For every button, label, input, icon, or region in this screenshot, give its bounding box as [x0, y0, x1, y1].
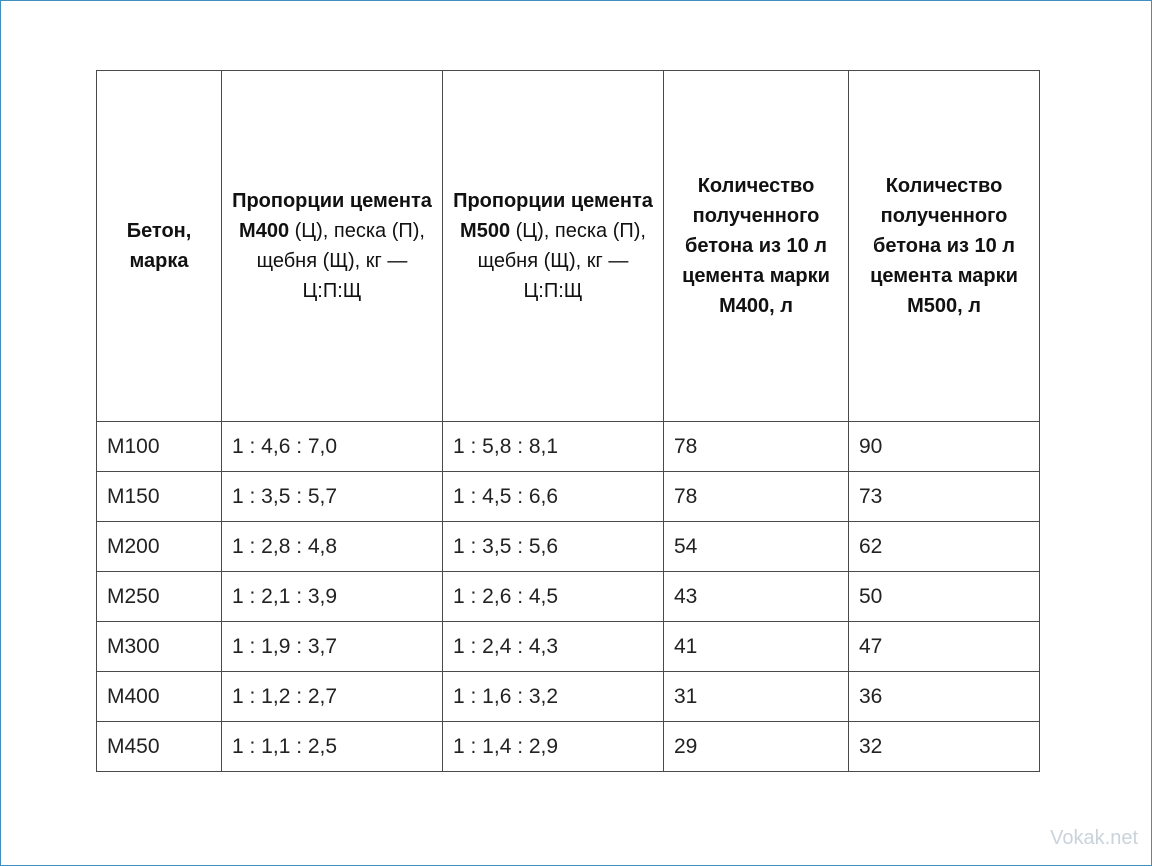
concrete-proportions-table: Бетон, марка Пропорции цемента М400 (Ц),… [96, 70, 1040, 772]
cell-proportions-m400: 1 : 1,2 : 2,7 [221, 671, 443, 722]
cell-yield-m400: 29 [663, 721, 849, 772]
table-row: М150 1 : 3,5 : 5,7 1 : 4,5 : 6,6 78 73 [96, 471, 1040, 522]
cell-proportions-m400: 1 : 3,5 : 5,7 [221, 471, 443, 522]
table-header-row: Бетон, марка Пропорции цемента М400 (Ц),… [96, 70, 1040, 422]
cell-grade: М250 [96, 571, 222, 622]
cell-yield-m500: 50 [848, 571, 1040, 622]
cell-yield-m500: 47 [848, 621, 1040, 672]
cell-proportions-m400: 1 : 1,9 : 3,7 [221, 621, 443, 672]
cell-grade: М300 [96, 621, 222, 672]
cell-yield-m400: 54 [663, 521, 849, 572]
table-row: М450 1 : 1,1 : 2,5 1 : 1,4 : 2,9 29 32 [96, 721, 1040, 772]
cell-grade: М200 [96, 521, 222, 572]
table-row: М250 1 : 2,1 : 3,9 1 : 2,6 : 4,5 43 50 [96, 571, 1040, 622]
cell-proportions-m500: 1 : 1,4 : 2,9 [442, 721, 664, 772]
watermark: Vokak.net [1050, 827, 1138, 849]
cell-yield-m400: 41 [663, 621, 849, 672]
header-proportions-m500: Пропорции цемента М500 (Ц), песка (П), щ… [442, 70, 664, 422]
cell-yield-m400: 31 [663, 671, 849, 722]
cell-grade: М400 [96, 671, 222, 722]
cell-proportions-m400: 1 : 2,8 : 4,8 [221, 521, 443, 572]
cell-yield-m500: 36 [848, 671, 1040, 722]
table-row: М300 1 : 1,9 : 3,7 1 : 2,4 : 4,3 41 47 [96, 621, 1040, 672]
header-yield-m500: Количество полученного бетона из 10 л це… [848, 70, 1040, 422]
cell-yield-m400: 78 [663, 471, 849, 522]
table-row: М400 1 : 1,2 : 2,7 1 : 1,6 : 3,2 31 36 [96, 671, 1040, 722]
cell-yield-m500: 90 [848, 421, 1040, 472]
cell-grade: М100 [96, 421, 222, 472]
cell-proportions-m400: 1 : 2,1 : 3,9 [221, 571, 443, 622]
cell-proportions-m500: 1 : 4,5 : 6,6 [442, 471, 664, 522]
cell-proportions-m500: 1 : 1,6 : 3,2 [442, 671, 664, 722]
cell-proportions-m400: 1 : 4,6 : 7,0 [221, 421, 443, 472]
table-row: М100 1 : 4,6 : 7,0 1 : 5,8 : 8,1 78 90 [96, 421, 1040, 472]
cell-proportions-m500: 1 : 2,6 : 4,5 [442, 571, 664, 622]
cell-proportions-m500: 1 : 3,5 : 5,6 [442, 521, 664, 572]
cell-yield-m400: 43 [663, 571, 849, 622]
cell-grade: М450 [96, 721, 222, 772]
cell-proportions-m500: 1 : 2,4 : 4,3 [442, 621, 664, 672]
cell-grade: М150 [96, 471, 222, 522]
header-proportions-m400: Пропорции цемента М400 (Ц), песка (П), щ… [221, 70, 443, 422]
cell-yield-m500: 32 [848, 721, 1040, 772]
table-row: М200 1 : 2,8 : 4,8 1 : 3,5 : 5,6 54 62 [96, 521, 1040, 572]
header-concrete-grade: Бетон, марка [96, 70, 222, 422]
cell-yield-m400: 78 [663, 421, 849, 472]
cell-yield-m500: 62 [848, 521, 1040, 572]
header-yield-m400: Количество полученного бетона из 10 л це… [663, 70, 849, 422]
cell-yield-m500: 73 [848, 471, 1040, 522]
cell-proportions-m500: 1 : 5,8 : 8,1 [442, 421, 664, 472]
cell-proportions-m400: 1 : 1,1 : 2,5 [221, 721, 443, 772]
